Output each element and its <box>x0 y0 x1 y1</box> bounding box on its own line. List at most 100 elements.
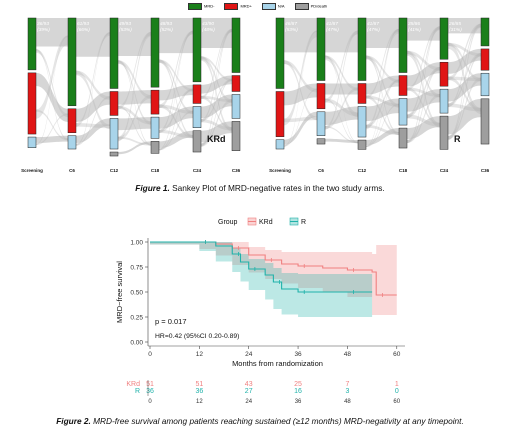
risk-table-cell: 3 <box>345 388 349 395</box>
sankey-timepoint-label: C18 <box>399 168 408 173</box>
sankey-flow <box>366 55 399 136</box>
risk-table-x-tick-label: 60 <box>393 399 400 405</box>
sankey-flow <box>201 28 232 123</box>
sankey-flow <box>118 90 151 105</box>
sankey-node <box>109 151 119 157</box>
sankey-arm-label-r: R <box>454 134 461 144</box>
sankey-flow <box>325 30 358 130</box>
sankey-flow <box>366 28 399 148</box>
sankey-rate-pct: (66%) <box>77 27 90 33</box>
sankey-timepoint-label: Screening <box>269 168 291 173</box>
sankey-flow <box>448 53 481 140</box>
sankey-flow <box>366 28 399 130</box>
sankey-flow <box>76 70 110 130</box>
sankey-flow <box>159 88 193 133</box>
sankey-flow <box>448 53 481 107</box>
sankey-rate-frac: 46/87 <box>285 21 297 27</box>
km-legend-label: R <box>301 219 306 226</box>
sankey-flow <box>284 60 317 93</box>
sankey-flow <box>284 30 317 126</box>
sankey-node <box>192 84 202 104</box>
sankey-timepoint-label: C24 <box>440 168 449 173</box>
legend-label: MRD+ <box>240 3 252 9</box>
sankey-flow <box>448 23 481 108</box>
risk-table-x-tick-label: 0 <box>148 399 152 405</box>
sankey-node <box>480 48 490 71</box>
sankey-flow <box>76 118 110 144</box>
risk-table-x-tick-label: 36 <box>295 399 302 405</box>
km-x-tick-label: 24 <box>245 351 253 358</box>
sankey-flow <box>118 94 151 141</box>
figure1-caption-label: Figure 1. <box>135 183 170 193</box>
sankey-node <box>231 94 241 119</box>
sankey-rate-frac: 61/93 <box>77 21 89 27</box>
sankey-rate-frac: 26/85 <box>448 21 461 27</box>
km-y-tick-label: 0.50 <box>130 290 143 297</box>
sankey-flow <box>407 26 440 91</box>
sankey-timepoint-label: C6 <box>318 168 324 173</box>
sankey-flow <box>159 88 193 151</box>
sankey-rate-pct: (47%) <box>367 27 380 33</box>
sankey-flow <box>325 126 358 144</box>
sankey-flow <box>36 35 68 146</box>
km-x-tick-label: 0 <box>148 351 152 358</box>
sankey-arm-label-krd: KRd <box>207 134 226 144</box>
sankey-flow <box>36 113 68 146</box>
sankey-flow <box>325 138 358 143</box>
km-x-tick-label: 36 <box>294 351 302 358</box>
sankey-flow <box>36 49 68 118</box>
sankey-rate-frac: 48/93 <box>160 21 172 27</box>
risk-table-cell: 0 <box>395 388 399 395</box>
sankey-flow <box>36 18 68 47</box>
figure1-caption-text: Sankey Plot of MRD-negative rates in the… <box>169 183 385 193</box>
risk-table-cell: 51 <box>146 381 154 388</box>
sankey-flow <box>407 26 440 119</box>
sankey-rate-frac: 43/90 <box>202 21 214 27</box>
sankey-rate-pct: (41%) <box>241 27 254 33</box>
sankey-flow <box>159 59 193 92</box>
sankey-rate-frac: 41/87 <box>326 21 338 27</box>
sankey-timepoint-label: C12 <box>110 168 119 173</box>
sankey-flow <box>76 70 110 100</box>
sankey-flow <box>366 128 399 146</box>
legend-label: N/A <box>277 3 285 9</box>
risk-table-cell: 1 <box>395 381 399 388</box>
sankey-flow <box>407 116 440 140</box>
sankey-node <box>192 106 202 128</box>
sankey-flow <box>36 109 68 141</box>
sankey-flow <box>201 99 232 147</box>
sankey-node <box>109 118 119 150</box>
sankey-flow <box>448 18 481 34</box>
sankey-flow <box>201 78 232 122</box>
sankey-node <box>150 141 160 154</box>
sankey-node <box>439 115 449 150</box>
sankey-node <box>398 17 408 73</box>
sankey-flow <box>36 35 68 119</box>
sankey-rate-frac: 49/93 <box>119 21 131 27</box>
sankey-rate-frac: 36/93 <box>37 21 49 27</box>
legend-item-0: MRD- <box>188 3 214 10</box>
risk-table-label-r: R <box>135 388 140 395</box>
sankey-timepoint-label: C36 <box>481 168 490 173</box>
sankey-flow <box>448 73 481 102</box>
sankey-flow <box>201 121 232 143</box>
sankey-flow <box>407 26 440 144</box>
sankey-flow <box>366 103 399 148</box>
sankey-node <box>316 83 326 110</box>
sankey-flow <box>201 18 232 48</box>
sankey-flow <box>159 30 193 109</box>
sankey-node <box>480 98 490 145</box>
figure2-caption-text: MRD-free survival among patients reachin… <box>90 416 464 426</box>
sankey-flow <box>366 75 399 95</box>
sankey-flow <box>36 72 68 122</box>
sankey-timepoint-label: Screening <box>21 168 43 173</box>
sankey-flow <box>201 96 232 131</box>
risk-table-label-krd: KRd <box>126 381 140 388</box>
sankey-rate-pct: (31%) <box>449 27 462 33</box>
sankey-node <box>357 106 367 138</box>
sankey-flow <box>201 56 232 103</box>
legend-item-2: N/A <box>261 3 285 10</box>
sankey-rate-pct: (53%) <box>285 27 298 33</box>
sankey-node <box>27 72 37 135</box>
km-curve-krd <box>150 241 397 296</box>
